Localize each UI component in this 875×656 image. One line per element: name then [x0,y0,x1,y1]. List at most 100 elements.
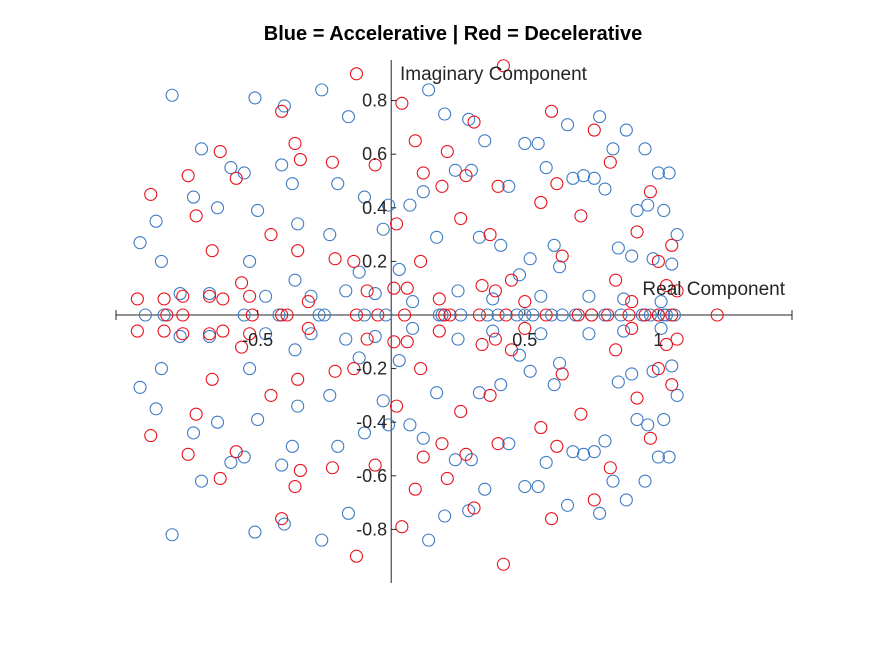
data-point [518,136,532,151]
data-point [577,169,591,183]
data-point [496,59,510,73]
data-point [288,343,302,357]
x-tick-label: 0.5 [512,330,537,350]
data-point [243,254,257,268]
data-point [392,354,406,368]
data-point [659,278,673,293]
data-point [544,308,559,322]
data-point [435,179,449,193]
data-point [368,458,382,472]
data-point [213,471,227,486]
data-point [173,329,187,343]
data-point [194,474,209,488]
data-point [216,324,230,338]
data-point [194,142,209,156]
data-point [293,463,307,477]
data-point [387,281,401,295]
data-point [582,327,596,341]
data-point [606,142,620,156]
data-point [291,244,305,258]
data-point [641,418,655,432]
data-point [352,265,366,279]
data-point [619,123,633,137]
data-point [657,308,671,322]
data-point [248,91,262,105]
data-point [488,284,502,298]
data-point [422,533,436,547]
data-point [587,493,601,507]
data-point [472,386,486,400]
data-point [291,399,305,413]
data-point [387,335,401,349]
data-point [555,367,569,381]
data-point [544,104,559,118]
data-point [357,308,372,322]
data-point [317,308,331,322]
data-point [432,324,446,338]
data-point [494,238,508,252]
data-point [291,372,305,386]
data-point [587,123,601,137]
data-point [347,254,361,268]
y-tick-label: 0.4 [362,198,387,218]
data-point [186,190,201,204]
data-point [561,498,575,512]
data-point [651,450,665,464]
data-point [149,402,163,416]
data-point [272,308,286,322]
x-tick-label: 1 [653,330,663,350]
data-point [472,308,486,322]
data-point [510,308,524,322]
data-point [544,512,559,526]
data-point [381,418,396,432]
data-point [630,225,644,239]
data-point [144,187,158,201]
data-point [403,418,417,432]
data-point [654,321,668,335]
data-point [275,308,289,322]
data-point [587,171,601,185]
data-point [502,179,516,193]
data-point [552,260,567,274]
data-point [657,412,671,427]
data-point [603,461,617,475]
data-point [285,439,299,453]
data-point [325,155,339,169]
data-point [566,445,580,459]
data-point [518,295,532,309]
data-point [395,96,409,110]
data-point [259,289,273,303]
data-point [325,461,339,475]
data-point [392,262,406,276]
data-point [550,439,564,453]
data-point [651,362,665,376]
data-point [416,431,430,445]
data-point [288,479,302,494]
data-point [381,198,396,212]
data-point [566,171,580,185]
data-point [467,501,481,515]
data-point [368,329,382,343]
y-tick-label: -0.6 [356,466,387,486]
data-point [555,249,569,263]
data-point [186,426,201,440]
data-point [390,399,404,413]
data-point [534,289,548,303]
y-tick-label: 0.8 [362,91,387,111]
data-point [331,439,345,453]
data-point [390,217,404,231]
data-point [643,431,657,445]
data-point [665,359,679,373]
data-point [275,512,289,526]
data-point [323,388,337,402]
data-point [472,230,486,244]
series-0 [133,83,684,547]
data-point [224,455,238,469]
data-point [518,308,532,322]
data-point [157,324,171,338]
data-point [670,228,684,242]
x-axis-label: Real Component [642,279,785,300]
data-point [432,292,446,306]
data-point [248,525,262,539]
chart-title: Blue = Accelerative | Red = Decelerative [264,23,642,45]
